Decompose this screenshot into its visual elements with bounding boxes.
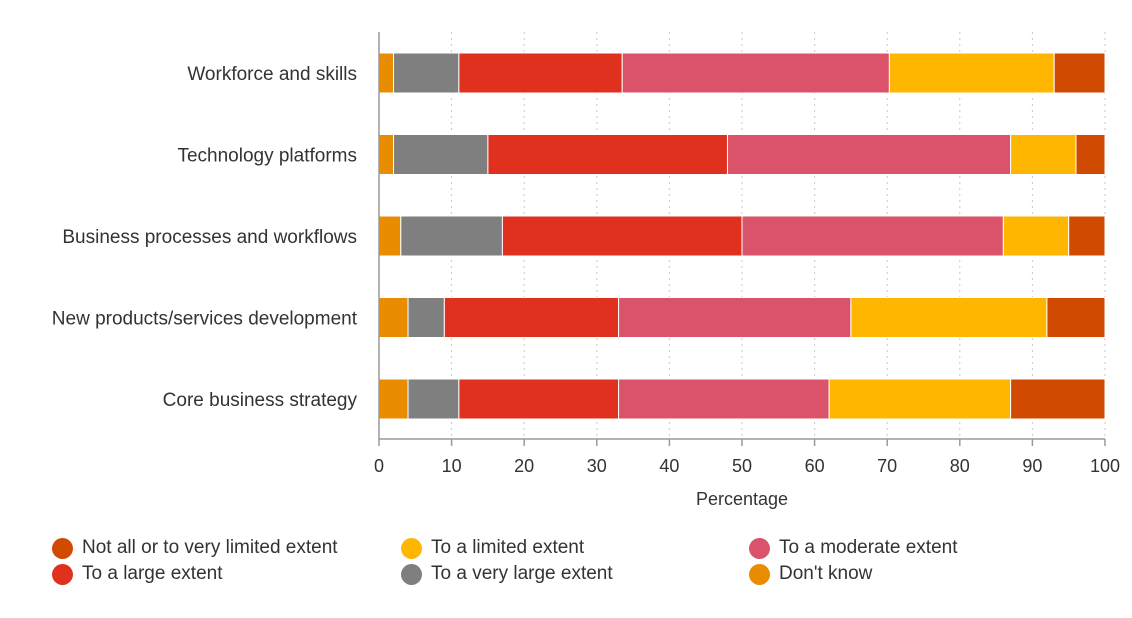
legend-swatch (749, 563, 770, 585)
bar-segment (443, 297, 620, 338)
bar-segment (741, 215, 1004, 257)
bar-segment (618, 297, 852, 338)
legend-swatch (52, 563, 73, 585)
legend-label: Not all or to very limited extent (82, 537, 338, 558)
x-tick-label: 50 (732, 456, 752, 476)
bar-segment (378, 378, 409, 420)
bar-segment (618, 378, 830, 420)
x-tick-label: 0 (374, 456, 384, 476)
x-tick-label: 60 (805, 456, 825, 476)
legend-label: To a large extent (82, 563, 223, 584)
bar-segment (621, 52, 890, 94)
x-tick-label: 80 (950, 456, 970, 476)
grid-lines (451, 32, 1106, 439)
bar-segment (1010, 134, 1077, 175)
x-tick-label: 20 (514, 456, 534, 476)
legend-label: To a very large extent (431, 563, 613, 584)
bars (378, 52, 1106, 420)
bar-segment (888, 52, 1055, 94)
category-label: Core business strategy (163, 390, 358, 411)
bar-segment (1046, 297, 1106, 338)
bar-segment (1002, 215, 1070, 257)
bar-segment (407, 297, 445, 338)
x-tick-label: 90 (1022, 456, 1042, 476)
category-label: Business processes and workflows (62, 227, 357, 248)
bar-segment (393, 134, 489, 175)
category-label: Workforce and skills (187, 64, 357, 85)
bar-segment (1053, 52, 1106, 94)
category-label: New products/services development (52, 309, 358, 330)
legend-swatch (401, 537, 422, 559)
bar-segment (726, 134, 1012, 175)
bar-segment (1068, 215, 1106, 257)
bar-segment (1010, 378, 1106, 420)
x-tick-label: 70 (877, 456, 897, 476)
bar-segment (458, 52, 623, 94)
legend-swatch (401, 563, 422, 585)
bar-segment (378, 297, 409, 338)
x-tick-label: 40 (659, 456, 679, 476)
stacked-bar-chart: Workforce and skills Technology platforms… (52, 32, 1120, 509)
legend-item: Don't know (749, 561, 872, 587)
bar-segment (1075, 134, 1106, 175)
legend-item: Not all or to very limited extent (52, 535, 338, 561)
category-labels: Workforce and skills Technology platforms… (52, 64, 358, 411)
bar-segment (393, 52, 460, 94)
bar-segment (400, 215, 503, 257)
legend: Not all or to very limited extent To a li… (52, 535, 1102, 595)
legend-swatch (749, 537, 770, 559)
legend-item: To a large extent (52, 561, 222, 587)
bar-segment (378, 52, 395, 94)
legend-label: Don't know (779, 563, 873, 584)
bar-segment (487, 134, 728, 175)
bar-segment (378, 215, 402, 257)
bar-segment (828, 378, 1012, 420)
legend-swatch (52, 537, 73, 559)
legend-label: To a moderate extent (779, 537, 958, 558)
bar-segment (850, 297, 1048, 338)
x-tick-label: 10 (442, 456, 462, 476)
category-label: Technology platforms (177, 146, 357, 167)
bar-segment (407, 378, 460, 420)
bar-segment (501, 215, 743, 257)
x-tick-label: 30 (587, 456, 607, 476)
legend-item: To a moderate extent (749, 535, 958, 561)
x-tick-labels: 0 10 20 30 40 50 60 70 80 90 100 (374, 439, 1120, 476)
x-tick-label: 100 (1090, 456, 1120, 476)
bar-segment (458, 378, 620, 420)
x-axis-title: Percentage (696, 489, 788, 509)
bar-segment (378, 134, 395, 175)
legend-item: To a limited extent (401, 535, 584, 561)
legend-label: To a limited extent (431, 537, 585, 558)
legend-item: To a very large extent (401, 561, 613, 587)
